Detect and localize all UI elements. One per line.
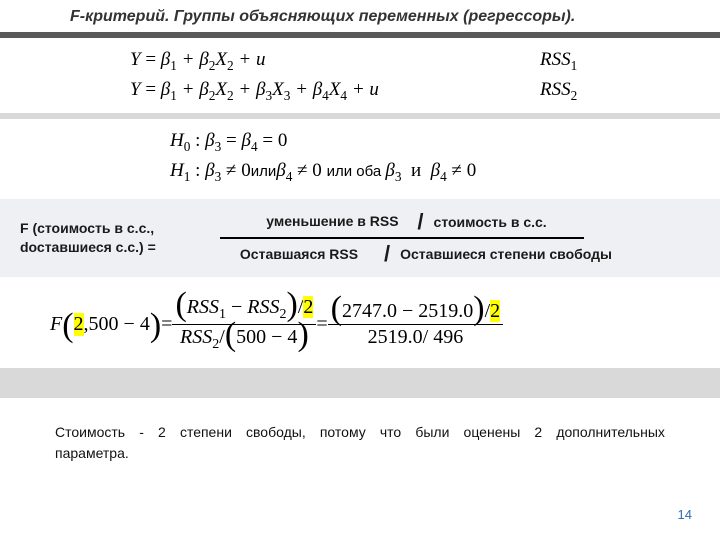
hl-num2: 2 [490,300,500,322]
hypotheses-block: H0 : β3 = β4 = 0 H1 : β3 ≠ 0илиβ4 ≠ 0 ил… [0,119,720,198]
f-formula-rhs: уменьшение в RSS / стоимость в с.с. Оста… [220,207,690,269]
hl-df1: 2 [74,313,84,336]
rss2-label: RSS2 [540,76,660,106]
rss1-label: RSS1 [540,46,660,76]
page-number: 14 [678,507,692,522]
eq1-lhs: Y [130,49,141,70]
hl-num1: 2 [303,296,313,318]
f-computation-equation: F ( 2 , 500 − 4 ) = (RSS1 − RSS2)/2 RSS2… [0,277,720,368]
eq1-rhs: β1 + β2X2 + u [161,49,266,70]
f-formula-lhs: F (стоимость в с.с., dоставшиеся с.с.) = [20,219,220,257]
slide-title: F-критерий. Группы объясняющих переменны… [0,0,720,32]
f-word-formula: F (стоимость в с.с., dоставшиеся с.с.) =… [0,199,720,277]
eq2-rhs: β1 + β2X2 + β3X3 + β4X4 + u [161,79,379,100]
eq2-lhs: Y [130,79,141,100]
bottom-explanation: Стоимость-2степенисвободы,потомучтобылио… [0,398,720,464]
divider-light-2 [0,368,720,398]
regression-equations: Y = β1 + β2X2 + u RSS1 Y = β1 + β2X2 + β… [0,38,720,113]
